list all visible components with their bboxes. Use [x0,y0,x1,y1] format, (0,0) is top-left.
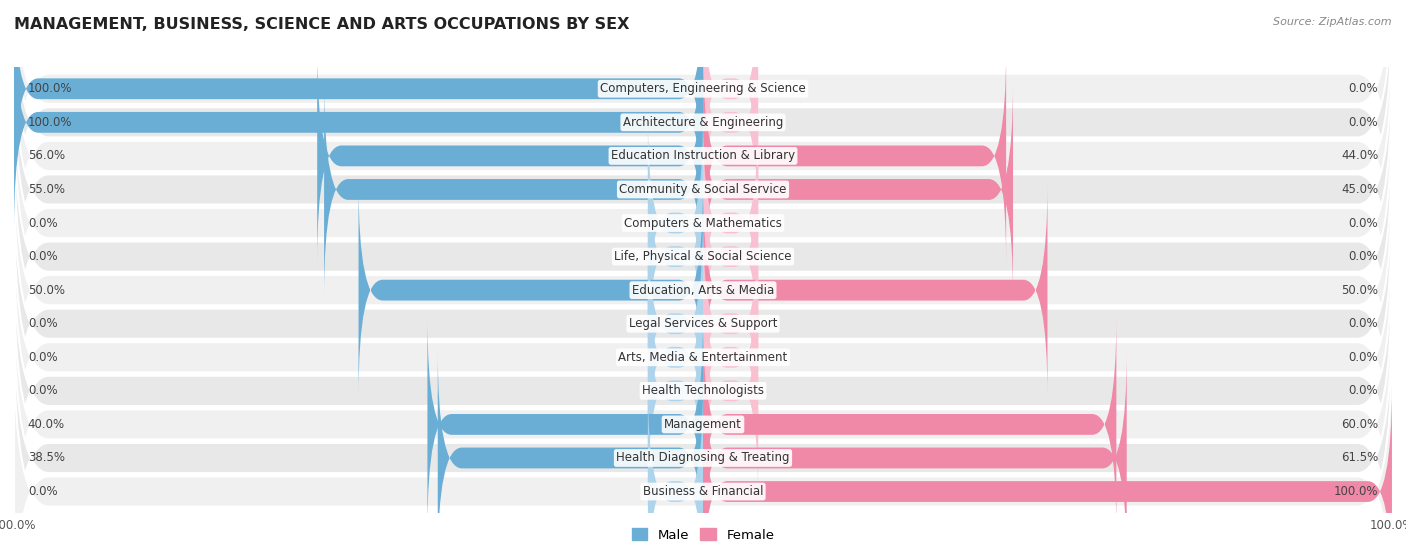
FancyBboxPatch shape [648,384,703,558]
Text: Computers & Mathematics: Computers & Mathematics [624,217,782,229]
FancyBboxPatch shape [703,183,1047,397]
Text: 0.0%: 0.0% [28,485,58,498]
FancyBboxPatch shape [14,272,1392,558]
FancyBboxPatch shape [703,150,758,364]
Text: 0.0%: 0.0% [1348,116,1378,129]
FancyBboxPatch shape [14,137,1392,443]
FancyBboxPatch shape [14,0,1392,275]
Text: 0.0%: 0.0% [1348,82,1378,95]
FancyBboxPatch shape [318,49,703,263]
Text: Community & Social Service: Community & Social Service [619,183,787,196]
FancyBboxPatch shape [703,15,758,229]
Text: Management: Management [664,418,742,431]
FancyBboxPatch shape [703,318,1116,531]
FancyBboxPatch shape [648,116,703,330]
FancyBboxPatch shape [14,104,1392,410]
FancyBboxPatch shape [14,305,1392,558]
FancyBboxPatch shape [14,3,1392,309]
FancyBboxPatch shape [14,37,1392,342]
FancyBboxPatch shape [703,284,758,498]
FancyBboxPatch shape [14,15,703,229]
FancyBboxPatch shape [14,171,1392,477]
Text: Education, Arts & Media: Education, Arts & Media [631,283,775,297]
Text: 0.0%: 0.0% [28,384,58,397]
FancyBboxPatch shape [648,250,703,464]
Legend: Male, Female: Male, Female [626,523,780,547]
Text: Arts, Media & Entertainment: Arts, Media & Entertainment [619,351,787,364]
Text: 0.0%: 0.0% [1348,217,1378,229]
Text: Source: ZipAtlas.com: Source: ZipAtlas.com [1274,17,1392,27]
Text: 61.5%: 61.5% [1341,451,1378,464]
Text: 0.0%: 0.0% [28,217,58,229]
Text: 50.0%: 50.0% [1341,283,1378,297]
Text: 45.0%: 45.0% [1341,183,1378,196]
Text: 40.0%: 40.0% [28,418,65,431]
Text: 38.5%: 38.5% [28,451,65,464]
Text: Legal Services & Support: Legal Services & Support [628,318,778,330]
FancyBboxPatch shape [703,351,1126,558]
Text: Architecture & Engineering: Architecture & Engineering [623,116,783,129]
Text: 50.0%: 50.0% [28,283,65,297]
Text: 0.0%: 0.0% [28,250,58,263]
Text: 100.0%: 100.0% [28,82,72,95]
FancyBboxPatch shape [14,205,1392,510]
FancyBboxPatch shape [14,339,1392,558]
FancyBboxPatch shape [703,384,1392,558]
FancyBboxPatch shape [703,0,758,196]
FancyBboxPatch shape [437,351,703,558]
FancyBboxPatch shape [703,49,1007,263]
Text: 0.0%: 0.0% [1348,318,1378,330]
FancyBboxPatch shape [703,83,1012,296]
FancyBboxPatch shape [359,183,703,397]
Text: MANAGEMENT, BUSINESS, SCIENCE AND ARTS OCCUPATIONS BY SEX: MANAGEMENT, BUSINESS, SCIENCE AND ARTS O… [14,17,630,32]
Text: Education Instruction & Library: Education Instruction & Library [612,150,794,162]
Text: 0.0%: 0.0% [1348,384,1378,397]
FancyBboxPatch shape [14,238,1392,543]
Text: 55.0%: 55.0% [28,183,65,196]
Text: Life, Physical & Social Science: Life, Physical & Social Science [614,250,792,263]
FancyBboxPatch shape [703,250,758,464]
FancyBboxPatch shape [427,318,703,531]
FancyBboxPatch shape [14,0,703,196]
FancyBboxPatch shape [703,116,758,330]
Text: 100.0%: 100.0% [28,116,72,129]
Text: 0.0%: 0.0% [28,351,58,364]
Text: Business & Financial: Business & Financial [643,485,763,498]
Text: 0.0%: 0.0% [1348,351,1378,364]
FancyBboxPatch shape [648,284,703,498]
Text: 56.0%: 56.0% [28,150,65,162]
FancyBboxPatch shape [14,70,1392,376]
Text: 60.0%: 60.0% [1341,418,1378,431]
Text: Health Technologists: Health Technologists [643,384,763,397]
FancyBboxPatch shape [703,217,758,431]
FancyBboxPatch shape [648,217,703,431]
Text: 44.0%: 44.0% [1341,150,1378,162]
FancyBboxPatch shape [648,150,703,364]
Text: 0.0%: 0.0% [1348,250,1378,263]
Text: 100.0%: 100.0% [1334,485,1378,498]
FancyBboxPatch shape [14,0,1392,242]
Text: 0.0%: 0.0% [28,318,58,330]
Text: Computers, Engineering & Science: Computers, Engineering & Science [600,82,806,95]
FancyBboxPatch shape [323,83,703,296]
Text: Health Diagnosing & Treating: Health Diagnosing & Treating [616,451,790,464]
